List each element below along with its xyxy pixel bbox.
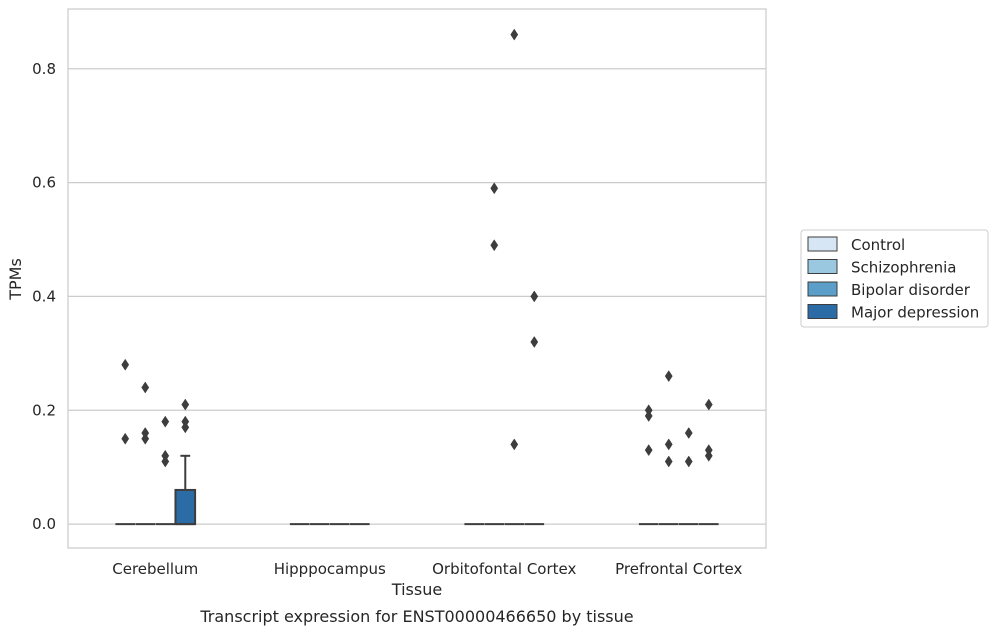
gridlines (68, 68, 766, 525)
outlier-point (121, 358, 130, 371)
x-axis-label: Tissue (391, 580, 442, 599)
legend-label: Control (851, 236, 905, 254)
outlier-point (141, 381, 150, 394)
outlier-point (181, 421, 190, 434)
outlier-point (644, 444, 653, 457)
legend-label: Major depression (851, 304, 979, 322)
chart-caption: Transcript expression for ENST0000046665… (199, 607, 633, 626)
outlier-point (510, 28, 519, 41)
legend-label: Schizophrenia (851, 259, 956, 277)
outlier-point (684, 427, 693, 439)
outlier-point (530, 336, 539, 348)
y-axis-label: TPMs (6, 258, 25, 301)
outlier-point (161, 455, 170, 468)
legend-frame (800, 229, 989, 328)
legend-swatch (807, 236, 838, 252)
outlier-point (490, 182, 499, 195)
x-tick-label: Hipppocampus (274, 560, 386, 578)
legend-swatch (807, 259, 838, 274)
outlier-point (161, 415, 170, 428)
box-major-depression (174, 454, 197, 526)
boxes (115, 454, 719, 526)
outlier-point (684, 455, 693, 468)
x-tick-labels: Cerebellum Hipppocampus Orbitofontal Corte… (112, 560, 742, 578)
y-tick-label: 0.6 (32, 174, 56, 192)
y-tick-label: 0.4 (32, 287, 56, 305)
outlier-point (664, 455, 673, 468)
outlier-point (664, 438, 673, 451)
legend: Control Schizophrenia Bipolar disorder Majo… (800, 229, 989, 328)
outlier-point (704, 398, 713, 411)
outlier-point (490, 239, 499, 252)
x-tick-label: Prefrontal Cortex (615, 560, 742, 578)
legend-swatch (807, 281, 838, 297)
outlier-point (530, 290, 539, 303)
outlier-point (644, 409, 653, 422)
box-body (174, 488, 197, 526)
outlier-point (181, 398, 190, 411)
outliers (121, 28, 713, 468)
y-tick-labels: 0.0 0.2 0.4 0.6 0.8 (32, 60, 56, 533)
outlier-point (664, 370, 673, 383)
outlier-point (510, 438, 519, 451)
x-tick-label: Cerebellum (112, 560, 198, 578)
x-tick-label: Orbitofontal Cortex (432, 560, 576, 578)
plot-frame (67, 8, 767, 549)
legend-swatch (807, 304, 838, 319)
y-tick-label: 0.2 (32, 401, 56, 419)
outlier-point (704, 449, 713, 462)
outlier-point (141, 432, 150, 445)
y-tick-label: 0.0 (32, 515, 56, 533)
legend-label: Bipolar disorder (851, 281, 971, 299)
y-tick-label: 0.8 (32, 60, 56, 78)
outlier-point (121, 432, 130, 445)
